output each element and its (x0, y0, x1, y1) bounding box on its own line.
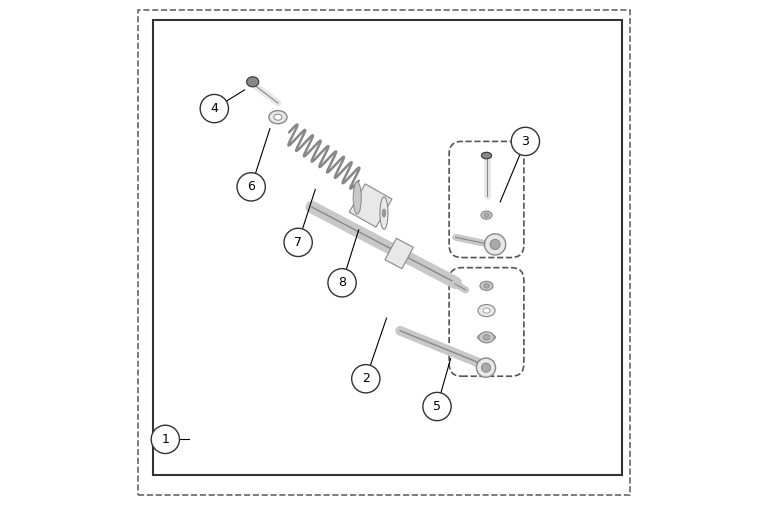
Ellipse shape (382, 209, 386, 217)
Circle shape (511, 127, 540, 156)
FancyBboxPatch shape (449, 268, 524, 376)
Text: 7: 7 (294, 236, 302, 249)
Ellipse shape (477, 358, 496, 377)
Ellipse shape (481, 211, 492, 219)
Text: 5: 5 (433, 400, 441, 413)
Circle shape (200, 94, 229, 123)
Ellipse shape (380, 197, 388, 229)
Ellipse shape (481, 153, 491, 159)
Ellipse shape (246, 77, 259, 87)
Ellipse shape (353, 182, 361, 214)
FancyBboxPatch shape (449, 141, 524, 258)
Ellipse shape (269, 111, 287, 124)
Polygon shape (350, 184, 392, 227)
Circle shape (352, 365, 380, 393)
Text: 8: 8 (338, 276, 346, 289)
Ellipse shape (479, 332, 494, 343)
Ellipse shape (484, 213, 489, 217)
Text: 3: 3 (521, 135, 529, 148)
Circle shape (151, 425, 179, 453)
Ellipse shape (483, 308, 490, 313)
Text: 2: 2 (362, 372, 370, 385)
Circle shape (423, 392, 451, 421)
Ellipse shape (480, 281, 493, 290)
Ellipse shape (490, 239, 501, 249)
Circle shape (237, 173, 266, 201)
Ellipse shape (481, 363, 490, 372)
Circle shape (328, 269, 357, 297)
Text: 1: 1 (162, 433, 169, 446)
Ellipse shape (484, 284, 489, 288)
FancyBboxPatch shape (152, 20, 622, 475)
Ellipse shape (484, 234, 506, 255)
Ellipse shape (477, 334, 496, 341)
Text: 6: 6 (247, 180, 255, 193)
Polygon shape (385, 238, 413, 269)
Ellipse shape (478, 305, 495, 317)
Text: 4: 4 (210, 102, 218, 115)
Ellipse shape (274, 114, 282, 120)
Ellipse shape (484, 334, 490, 340)
Circle shape (284, 228, 313, 257)
